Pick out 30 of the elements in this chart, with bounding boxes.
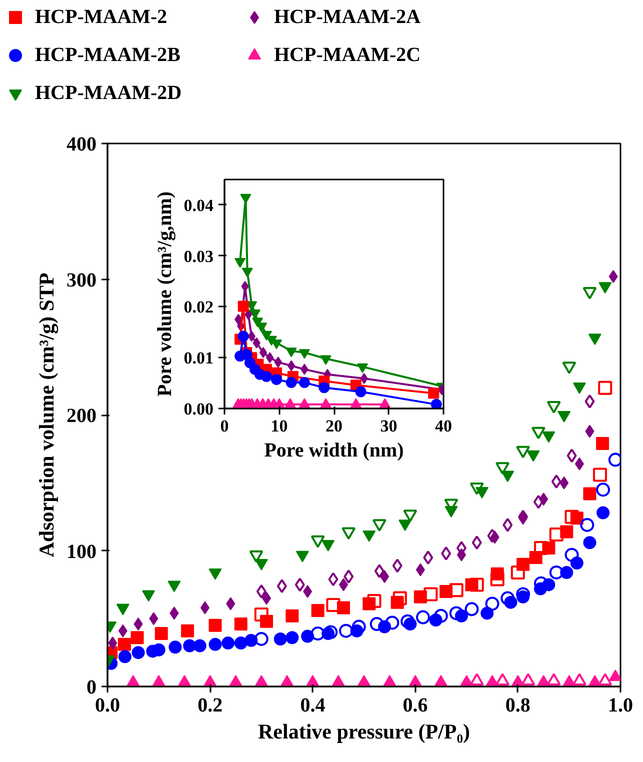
y-tick-label: 200: [66, 405, 96, 427]
y-tick-label: 0: [86, 676, 96, 698]
legend-label: HCP-MAAM-2B: [35, 44, 182, 66]
x-tick-label: 0: [220, 416, 229, 436]
x-tick-label: 0.8: [505, 694, 530, 716]
legend-label: HCP-MAAM-2C: [274, 44, 422, 66]
x-tick-label: 0.4: [300, 694, 326, 716]
x-tick-label: 40: [435, 416, 452, 436]
x-tick-label: 0.2: [198, 694, 223, 716]
x-tick-label: 20: [326, 416, 342, 436]
x-tick-label: 30: [380, 416, 398, 436]
x-axis-title: Pore width (nm): [264, 440, 404, 462]
y-axis-title: Adsorption volume (cm³/g) STP: [34, 272, 58, 558]
legend-label: HCP-MAAM-2D: [35, 82, 183, 104]
x-tick-label: 0.0: [95, 694, 120, 716]
y-tick-label: 0.01: [184, 348, 214, 368]
x-tick-label: 0.6: [402, 694, 428, 716]
y-tick-label: 0.00: [184, 400, 214, 418]
y-tick-label: 400: [66, 134, 96, 156]
x-axis-title: Relative pressure (P/P₀): [258, 720, 470, 744]
y-tick-label: 100: [66, 540, 96, 563]
y-tick-label: 0.03: [184, 246, 214, 266]
y-tick-label: 0.02: [184, 298, 214, 317]
x-tick-label: 1.0: [608, 694, 633, 716]
legend-label: HCP-MAAM-2A: [274, 6, 422, 28]
y-tick-label: 0.04: [184, 196, 214, 215]
x-tick-label: 10: [270, 416, 288, 436]
y-tick-label: 300: [66, 269, 96, 292]
legend-label: HCP-MAAM-2: [35, 6, 168, 28]
y-axis-title: Pore volume (cm³/g,nm): [154, 191, 176, 397]
